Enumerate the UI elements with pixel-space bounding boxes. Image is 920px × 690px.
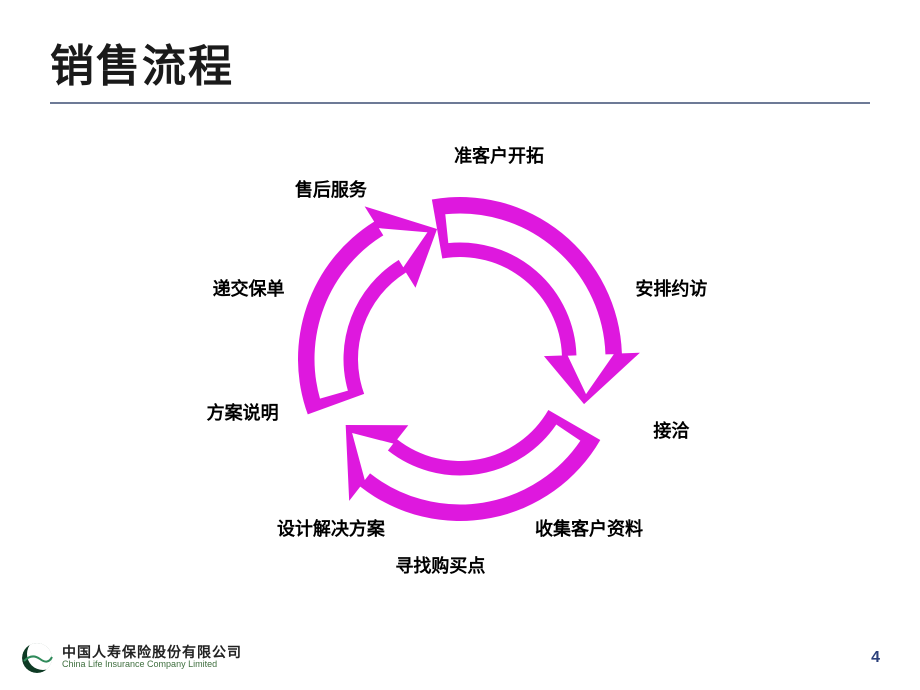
step-label-4: 寻找购买点 [395, 552, 485, 578]
footer: 中国人寿保险股份有限公司 China Life Insurance Compan… [0, 635, 920, 680]
page-number: 4 [871, 649, 880, 667]
cycle-arrows [280, 179, 640, 539]
step-label-5: 设计解决方案 [277, 515, 385, 541]
company-logo: 中国人寿保险股份有限公司 China Life Insurance Compan… [20, 641, 242, 675]
step-label-7: 递交保单 [213, 275, 285, 301]
cycle-arrow-inner-2 [314, 227, 428, 399]
slide: 销售流程 准客户开拓安排约访接洽收集客户资料寻找购买点设计解决方案 方案说明 递交保… [0, 0, 920, 690]
step-label-0: 准客户开拓 [454, 142, 544, 168]
logo-icon [20, 641, 54, 675]
step-label-8: 售后服务 [295, 176, 367, 202]
title-divider [50, 102, 870, 104]
step-label-2: 接洽 [653, 417, 689, 443]
step-label-6: 方案说明 [207, 399, 279, 425]
company-name-en: China Life Insurance Company Limited [62, 660, 242, 670]
company-name-cn: 中国人寿保险股份有限公司 [62, 645, 242, 660]
slide-title: 销售流程 [50, 30, 870, 94]
title-area: 销售流程 [0, 0, 920, 104]
company-name: 中国人寿保险股份有限公司 China Life Insurance Compan… [62, 645, 242, 670]
step-label-1: 安排约访 [635, 275, 707, 301]
cycle-arrow-inner-0 [445, 213, 615, 395]
cycle-diagram: 准客户开拓安排约访接洽收集客户资料寻找购买点设计解决方案方案说明递交保单售后服务 [230, 129, 690, 589]
step-label-3: 收集客户资料 [535, 515, 643, 541]
